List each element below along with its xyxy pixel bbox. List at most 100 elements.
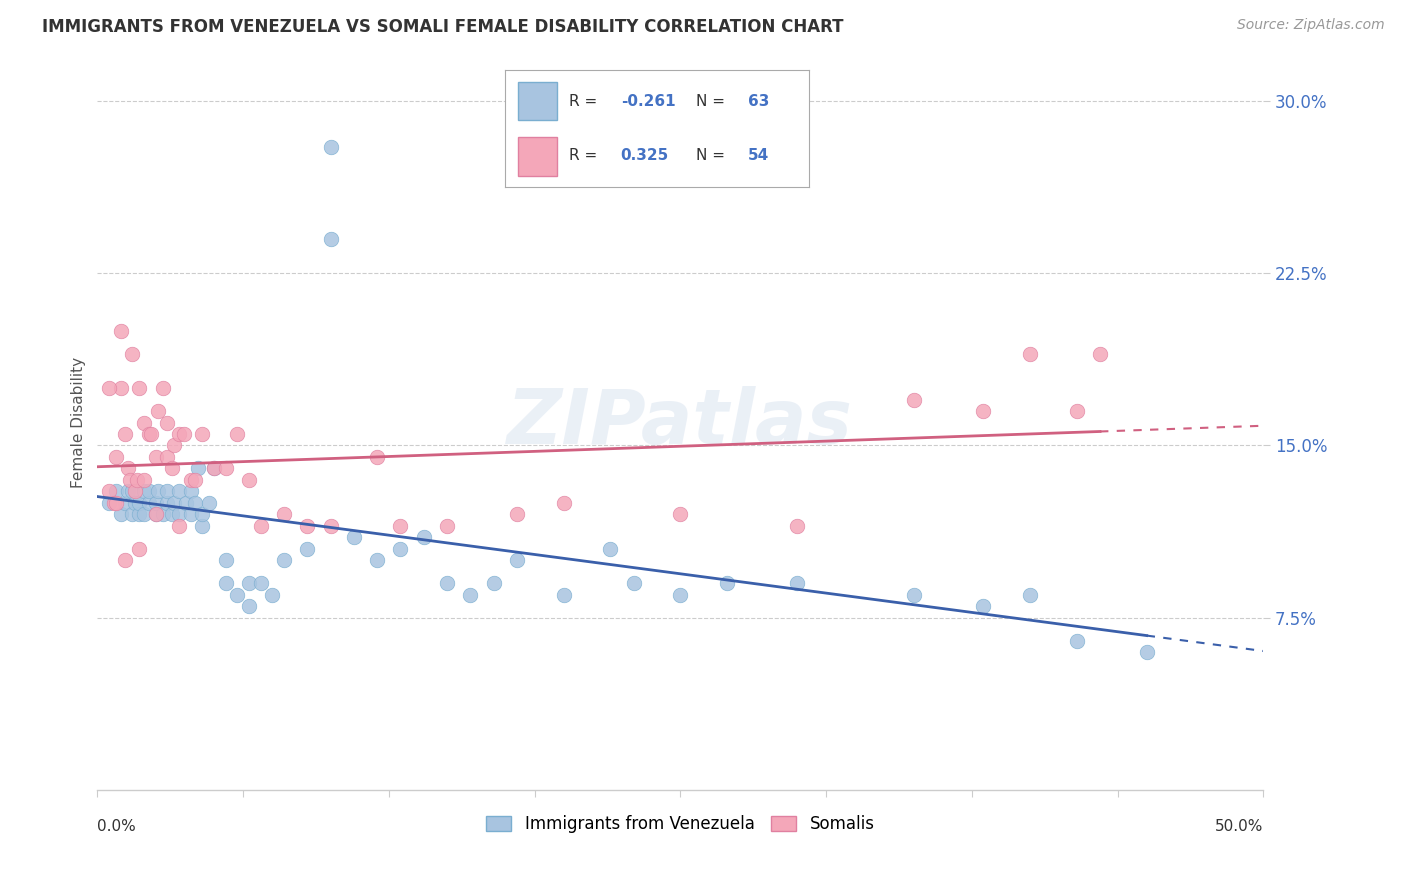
Point xyxy=(174,496,197,510)
Point xyxy=(343,530,366,544)
Point xyxy=(146,484,169,499)
Point xyxy=(319,519,342,533)
Point xyxy=(167,519,190,533)
Point xyxy=(412,530,434,544)
Point xyxy=(436,576,458,591)
Point xyxy=(114,553,136,567)
Point xyxy=(128,496,150,510)
Point xyxy=(105,484,128,499)
Point xyxy=(226,427,249,442)
Point xyxy=(972,599,994,614)
Text: 50.0%: 50.0% xyxy=(1215,820,1264,834)
Point xyxy=(132,484,155,499)
Text: ZIPatlas: ZIPatlas xyxy=(508,385,853,459)
Point xyxy=(145,496,167,510)
Point xyxy=(167,508,190,522)
Point xyxy=(297,519,319,533)
Point xyxy=(214,553,236,567)
Point xyxy=(156,450,179,464)
Point xyxy=(1019,588,1042,602)
Point xyxy=(214,576,236,591)
Point xyxy=(124,484,146,499)
Point xyxy=(138,484,160,499)
Point xyxy=(482,576,505,591)
Point xyxy=(1066,633,1088,648)
Point xyxy=(128,508,150,522)
Point xyxy=(118,473,141,487)
Point xyxy=(114,496,136,510)
Point xyxy=(132,508,155,522)
Point xyxy=(623,576,645,591)
Point xyxy=(114,427,136,442)
Point xyxy=(238,599,260,614)
Point xyxy=(184,473,207,487)
Point xyxy=(167,484,190,499)
Point xyxy=(180,473,202,487)
Y-axis label: Female Disability: Female Disability xyxy=(72,357,86,488)
Point xyxy=(202,461,225,475)
Point xyxy=(145,508,167,522)
Point xyxy=(903,588,925,602)
Point xyxy=(297,541,319,556)
Text: IMMIGRANTS FROM VENEZUELA VS SOMALI FEMALE DISABILITY CORRELATION CHART: IMMIGRANTS FROM VENEZUELA VS SOMALI FEMA… xyxy=(42,18,844,36)
Point xyxy=(152,381,174,395)
Point xyxy=(669,508,692,522)
Point xyxy=(786,519,808,533)
Point xyxy=(202,461,225,475)
Point xyxy=(98,381,121,395)
Point xyxy=(110,381,132,395)
Point xyxy=(191,519,214,533)
Point xyxy=(163,438,186,452)
Point xyxy=(184,496,207,510)
Point xyxy=(105,450,128,464)
Point xyxy=(110,508,132,522)
Point xyxy=(138,427,160,442)
Point xyxy=(669,588,692,602)
Point xyxy=(187,461,209,475)
Point xyxy=(167,427,190,442)
Point xyxy=(599,541,621,556)
Point xyxy=(98,496,121,510)
Point xyxy=(191,427,214,442)
Point xyxy=(117,484,139,499)
Point xyxy=(506,508,529,522)
Point xyxy=(214,461,236,475)
Point xyxy=(128,541,150,556)
Point xyxy=(249,576,271,591)
Point xyxy=(273,508,295,522)
Point xyxy=(249,519,271,533)
Point xyxy=(180,508,202,522)
Point xyxy=(110,324,132,338)
Point xyxy=(121,346,143,360)
Point xyxy=(238,473,260,487)
Point xyxy=(366,450,388,464)
Point xyxy=(160,508,183,522)
Point xyxy=(903,392,925,407)
Point xyxy=(238,576,260,591)
Text: 0.0%: 0.0% xyxy=(97,820,136,834)
Point xyxy=(389,519,412,533)
Point xyxy=(105,496,128,510)
Point xyxy=(1019,346,1042,360)
Point xyxy=(132,416,155,430)
Point xyxy=(319,140,342,154)
Point xyxy=(389,541,412,556)
Point xyxy=(145,508,167,522)
Point xyxy=(145,450,167,464)
Point xyxy=(132,473,155,487)
Point xyxy=(138,496,160,510)
Point xyxy=(1066,404,1088,418)
Point xyxy=(156,484,179,499)
Point xyxy=(163,496,186,510)
Point xyxy=(716,576,738,591)
Point xyxy=(460,588,482,602)
Point xyxy=(173,427,195,442)
Point xyxy=(436,519,458,533)
Point xyxy=(366,553,388,567)
Point xyxy=(198,496,221,510)
Point xyxy=(117,461,139,475)
Point xyxy=(121,508,143,522)
Point xyxy=(180,484,202,499)
Point xyxy=(1088,346,1111,360)
Point xyxy=(226,588,249,602)
